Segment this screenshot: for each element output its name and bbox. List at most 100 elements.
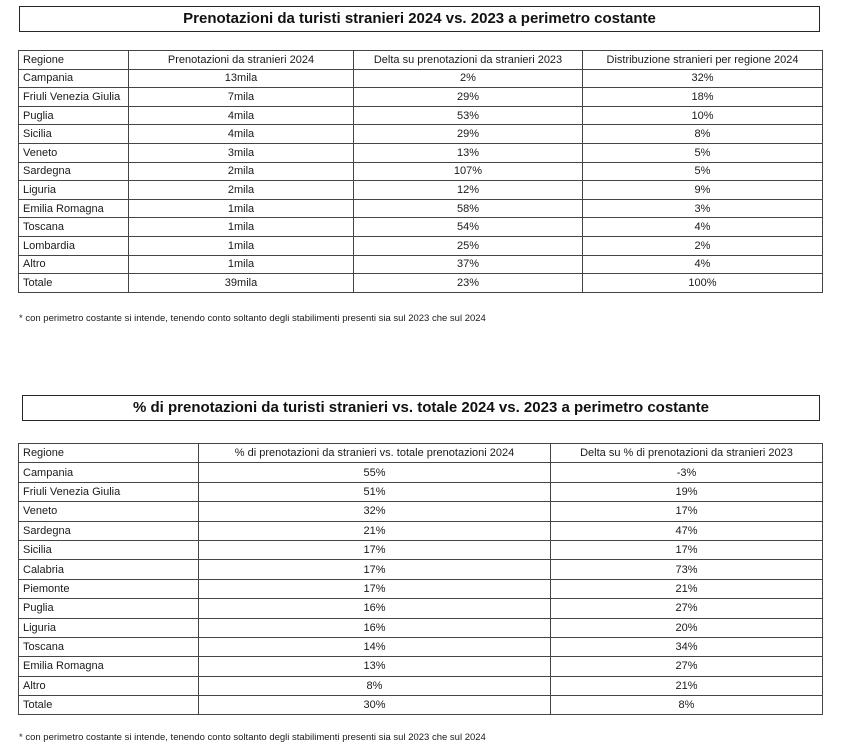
table-row: Liguria 2mila 12% 9% <box>18 180 823 200</box>
value-cell: 17% <box>198 539 551 561</box>
value-column-header: Distribuzione stranieri per regione 2024 <box>582 50 823 70</box>
table2-header-row: Regione% di prenotazioni da stranieri vs… <box>18 442 823 464</box>
table-row: Campania 55% -3% <box>18 462 823 483</box>
table2-footnote: * con perimetro costante si intende, ten… <box>19 732 486 743</box>
value-cell: 39mila <box>128 273 354 293</box>
table-row: Puglia 16% 27% <box>18 598 823 619</box>
value-cell: 4mila <box>128 105 354 126</box>
table-row: Lombardia 1mila 25% 2% <box>18 235 823 256</box>
value-cell: 2% <box>582 235 823 256</box>
value-cell: 8% <box>582 124 823 144</box>
region-cell: Sardegna <box>18 520 199 541</box>
value-cell: 27% <box>550 598 823 619</box>
value-cell: 17% <box>198 559 551 580</box>
value-cell: 21% <box>550 578 823 600</box>
value-cell: 30% <box>198 695 551 716</box>
region-cell: Toscana <box>18 636 199 658</box>
table-row: Piemonte 17% 21% <box>18 578 823 600</box>
value-cell: 2mila <box>128 180 354 200</box>
value-cell: 3mila <box>128 142 354 163</box>
value-cell: 1mila <box>128 198 354 219</box>
region-cell: Puglia <box>18 598 199 619</box>
total-row: Totale 30% 8% <box>18 695 823 716</box>
region-cell: Sicilia <box>18 539 199 561</box>
value-cell: 29% <box>353 124 583 144</box>
table-row: Friuli Venezia Giulia 7mila 29% 18% <box>18 87 823 107</box>
table-row: Sardegna 2mila 107% 5% <box>18 161 823 182</box>
region-cell: Veneto <box>18 501 199 522</box>
value-cell: 32% <box>198 501 551 522</box>
table2-foreign-share-by-region: Regione% di prenotazioni da stranieri vs… <box>18 442 823 716</box>
region-column-header: Regione <box>18 50 129 70</box>
value-cell: 13% <box>198 656 551 677</box>
region-cell: Calabria <box>18 559 199 580</box>
value-column-header: Delta su % di prenotazioni da stranieri … <box>550 442 823 464</box>
value-cell: 13% <box>353 142 583 163</box>
table-row: Sicilia 4mila 29% 8% <box>18 124 823 144</box>
region-cell: Piemonte <box>18 578 199 600</box>
value-cell: 21% <box>550 675 823 697</box>
value-cell: 17% <box>198 578 551 600</box>
value-cell: 5% <box>582 142 823 163</box>
value-cell: 51% <box>198 481 551 503</box>
table2-title: % di prenotazioni da turisti stranieri v… <box>22 395 820 421</box>
value-cell: 100% <box>582 273 823 293</box>
table-row: Sicilia 17% 17% <box>18 539 823 561</box>
region-cell: Friuli Venezia Giulia <box>18 87 129 107</box>
table-row: Puglia 4mila 53% 10% <box>18 105 823 126</box>
region-cell: Campania <box>18 462 199 483</box>
table1-title: Prenotazioni da turisti stranieri 2024 v… <box>19 6 820 32</box>
value-cell: 2% <box>353 68 583 89</box>
value-cell: 19% <box>550 481 823 503</box>
region-cell: Liguria <box>18 180 129 200</box>
value-cell: 34% <box>550 636 823 658</box>
value-cell: 32% <box>582 68 823 89</box>
value-cell: 107% <box>353 161 583 182</box>
region-cell: Puglia <box>18 105 129 126</box>
value-cell: 13mila <box>128 68 354 89</box>
value-cell: 10% <box>582 105 823 126</box>
total-row: Totale 39mila 23% 100% <box>18 273 823 293</box>
value-cell: 17% <box>550 501 823 522</box>
value-cell: 8% <box>550 695 823 716</box>
table-row: Toscana 14% 34% <box>18 636 823 658</box>
region-cell: Lombardia <box>18 235 129 256</box>
value-cell: 20% <box>550 617 823 638</box>
region-cell: Altro <box>18 254 129 275</box>
value-column-header: Delta su prenotazioni da stranieri 2023 <box>353 50 583 70</box>
region-cell: Toscana <box>18 217 129 237</box>
table-row: Emilia Romagna 1mila 58% 3% <box>18 198 823 219</box>
value-cell: -3% <box>550 462 823 483</box>
table1-header-row: Regione Prenotazioni da stranieri 2024 Del… <box>18 50 823 70</box>
value-cell: 2mila <box>128 161 354 182</box>
table1-footnote: * con perimetro costante si intende, ten… <box>19 313 486 324</box>
value-cell: 12% <box>353 180 583 200</box>
value-cell: 29% <box>353 87 583 107</box>
region-cell: Liguria <box>18 617 199 638</box>
value-cell: 16% <box>198 598 551 619</box>
table-row: Veneto 3mila 13% 5% <box>18 142 823 163</box>
region-cell: Emilia Romagna <box>18 198 129 219</box>
value-cell: 7mila <box>128 87 354 107</box>
value-cell: 25% <box>353 235 583 256</box>
value-cell: 14% <box>198 636 551 658</box>
region-cell: Altro <box>18 675 199 697</box>
value-cell: 4% <box>582 217 823 237</box>
table1-bookings-by-region: Regione Prenotazioni da stranieri 2024 Del… <box>18 50 823 293</box>
region-cell: Sardegna <box>18 161 129 182</box>
table-row: Emilia Romagna 13% 27% <box>18 656 823 677</box>
table-row: Liguria 16% 20% <box>18 617 823 638</box>
value-cell: 54% <box>353 217 583 237</box>
value-cell: 8% <box>198 675 551 697</box>
table-row: Toscana 1mila 54% 4% <box>18 217 823 237</box>
table-row: Altro 8% 21% <box>18 675 823 697</box>
value-column-header: % di prenotazioni da stranieri vs. total… <box>198 442 551 464</box>
value-cell: 47% <box>550 520 823 541</box>
table-row: Friuli Venezia Giulia 51% 19% <box>18 481 823 503</box>
region-column-header: Regione <box>18 442 199 464</box>
value-cell: 21% <box>198 520 551 541</box>
value-cell: 18% <box>582 87 823 107</box>
value-cell: 1mila <box>128 217 354 237</box>
value-cell: 1mila <box>128 254 354 275</box>
value-cell: 9% <box>582 180 823 200</box>
